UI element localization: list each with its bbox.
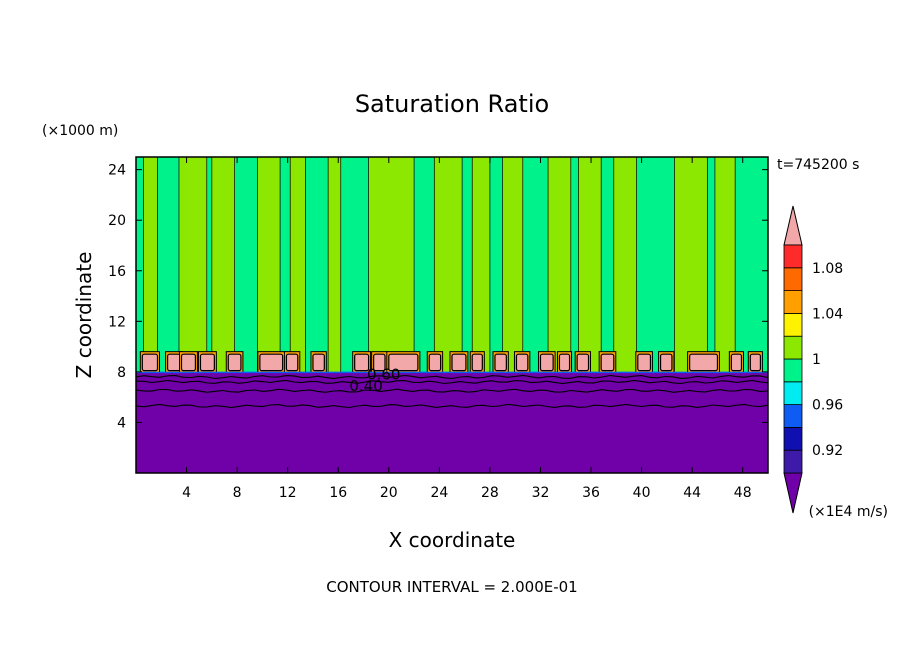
plume-2: [211, 157, 235, 374]
y-tick-label-20: 20: [108, 213, 126, 229]
colorbar-level-0: [783, 449, 803, 474]
x-tick-label-24: 24: [430, 485, 448, 501]
contour-line-0: [136, 374, 768, 380]
colorbar-level-8: [783, 267, 803, 291]
x-tick-label-36: 36: [582, 485, 600, 501]
cell-core-10: [388, 353, 419, 372]
colorbar-under-arrow: [783, 472, 803, 514]
x-axis-label: X coordinate: [389, 528, 516, 552]
x-axis: 4 8 12 16 20 24 28 32 36 40 44 48: [182, 157, 752, 501]
chart-title: Saturation Ratio: [355, 90, 549, 118]
x-tick-label-44: 44: [683, 485, 701, 501]
contour-line-1: [136, 379, 768, 385]
cell-core-6: [285, 353, 299, 372]
subsaturated-layer: [136, 373, 768, 473]
colorbar-tick-label-2: 1: [812, 352, 821, 368]
x-tick-label-40: 40: [633, 485, 651, 501]
colorbar-over-arrow: [783, 205, 803, 246]
cell-core-12: [451, 353, 467, 372]
y-tick-label-12: 12: [108, 314, 126, 330]
colorbar-tick-label-4: 1.08: [812, 261, 843, 277]
colorbar-level-5: [783, 335, 803, 360]
x-tick-label-48: 48: [734, 485, 752, 501]
cell-core-8: [354, 353, 370, 372]
plume-11: [578, 157, 602, 374]
time-label: t=745200 s: [777, 157, 859, 173]
colorbar-tick-label-0: 0.92: [812, 443, 843, 459]
cell-core-14: [494, 353, 507, 372]
cell-core-17: [558, 353, 571, 372]
plume-14: [714, 157, 736, 374]
contour-interval-note: CONTOUR INTERVAL = 2.000E-01: [326, 578, 577, 596]
y-tick-label-4: 4: [117, 415, 126, 431]
colorbar-level-3: [783, 381, 803, 405]
cell-core-19: [600, 353, 615, 372]
cell-core-20: [637, 353, 652, 372]
plume-3: [256, 157, 281, 374]
colorbar-level-1: [783, 426, 803, 451]
cell-core-15: [515, 353, 529, 372]
colorbar-tick-label-1: 0.96: [812, 398, 843, 414]
contour-line-3: [136, 403, 768, 409]
plume-7: [433, 157, 463, 374]
contour-label-1: 0.40: [349, 377, 382, 395]
x-tick-label-28: 28: [481, 485, 499, 501]
cell-core-9: [373, 353, 386, 372]
colorbar-level-6: [783, 312, 803, 337]
x-tick-label-16: 16: [329, 485, 347, 501]
colorbar-level-9: [783, 244, 803, 269]
plume-12: [613, 157, 637, 374]
cell-core-22: [689, 353, 719, 372]
x-tick-label-32: 32: [532, 485, 550, 501]
colorbar-tick-label-3: 1.04: [812, 306, 843, 322]
plot-area: 0.600.40: [135, 156, 769, 474]
y-axis: 4 8 12 16 20 24: [108, 163, 768, 431]
plume-6: [368, 157, 415, 374]
colorbar: 0.92 0.96 1 1.04 1.08: [783, 205, 843, 514]
plume-10: [547, 157, 572, 374]
cell-core-24: [749, 353, 762, 372]
contour-label-0: 0.60: [367, 365, 400, 383]
cell-core-0: [141, 353, 159, 372]
plume-1: [178, 157, 208, 374]
contour-field: 0.600.40: [136, 157, 768, 473]
plume-9: [502, 157, 524, 374]
plume-5: [327, 157, 342, 374]
plot-frame: [135, 156, 769, 474]
cell-core-3: [199, 353, 215, 372]
cell-core-16: [539, 353, 554, 372]
cell-core-18: [576, 353, 590, 372]
colorbar-level-2: [783, 404, 803, 428]
plume-13: [674, 157, 708, 374]
cell-core-11: [428, 353, 442, 372]
x-tick-label-20: 20: [380, 485, 398, 501]
x-tick-label-12: 12: [279, 485, 297, 501]
plume-4: [289, 157, 306, 374]
y-unit-label: (×1000 m): [42, 123, 118, 139]
colorbar-level-4: [783, 358, 803, 383]
y-tick-label-8: 8: [117, 365, 126, 381]
x-tick-label-8: 8: [233, 485, 242, 501]
cell-core-4: [227, 353, 242, 372]
cell-core-21: [659, 353, 673, 372]
cell-core-7: [312, 353, 325, 372]
cell-core-13: [471, 353, 483, 372]
y-tick-label-16: 16: [108, 264, 126, 280]
x-tick-label-4: 4: [182, 485, 191, 501]
y-tick-label-24: 24: [108, 163, 126, 179]
x-unit-label: (×1E4 m/s): [809, 504, 888, 520]
cell-core-23: [730, 353, 743, 372]
cell-core-1: [167, 353, 181, 372]
cell-core-5: [259, 353, 284, 372]
plume-8: [471, 157, 491, 374]
plume-0: [143, 157, 158, 374]
cell-core-2: [180, 353, 197, 372]
y-axis-label: Z coordinate: [72, 252, 96, 379]
contour-line-2: [136, 388, 768, 393]
colorbar-level-7: [783, 290, 803, 314]
